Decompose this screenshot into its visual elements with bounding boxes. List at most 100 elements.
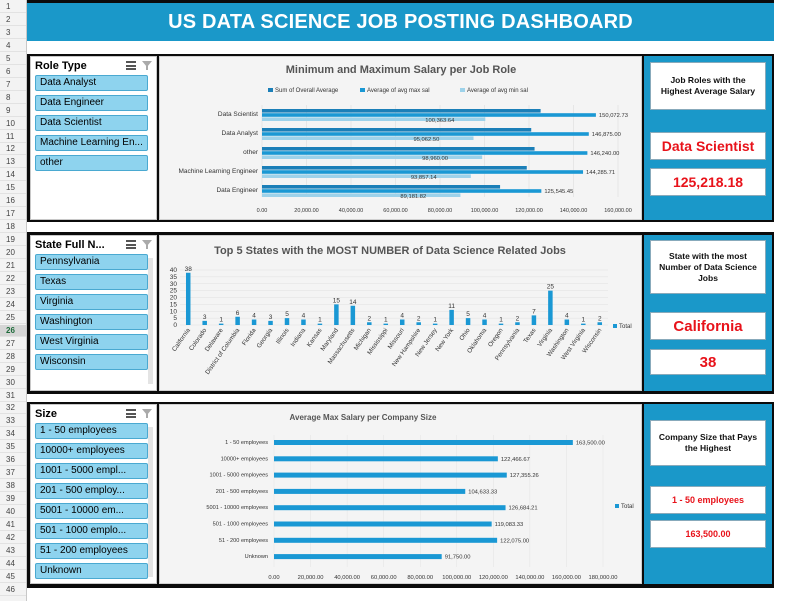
bar[interactable] xyxy=(564,319,570,326)
row-number[interactable]: 38 xyxy=(0,480,26,492)
slicer-item[interactable]: 51 - 200 employees xyxy=(35,543,148,559)
row-number[interactable]: 24 xyxy=(0,299,26,311)
row-number[interactable]: 6 xyxy=(0,66,26,78)
row-number[interactable]: 27 xyxy=(0,338,26,350)
row-number[interactable]: 39 xyxy=(0,493,26,505)
bar[interactable] xyxy=(262,185,501,189)
salary-by-role-chart[interactable]: Minimum and Maximum Salary per Job Role S… xyxy=(159,56,642,220)
slicer-item[interactable]: 501 - 1000 emplo... xyxy=(35,523,148,539)
bar[interactable] xyxy=(367,322,372,325)
slicer-item[interactable]: 1001 - 5000 empl... xyxy=(35,463,148,479)
bar[interactable] xyxy=(262,117,486,121)
bar[interactable] xyxy=(274,472,507,478)
row-number[interactable]: 5 xyxy=(0,53,26,65)
row-number[interactable]: 14 xyxy=(0,169,26,181)
bar[interactable] xyxy=(262,136,474,140)
row-number[interactable]: 35 xyxy=(0,441,26,453)
bar[interactable] xyxy=(218,323,224,325)
size-slicer[interactable]: Size 1 - 50 employees 10000+ employees 100… xyxy=(30,404,157,584)
bar[interactable] xyxy=(317,323,323,325)
row-number[interactable]: 21 xyxy=(0,260,26,272)
bar[interactable] xyxy=(597,322,603,325)
slicer-item[interactable]: Washington xyxy=(35,314,148,330)
row-number[interactable]: 46 xyxy=(0,584,26,596)
bar[interactable] xyxy=(202,320,207,325)
row-number[interactable]: 16 xyxy=(0,195,26,207)
row-number[interactable]: 4 xyxy=(0,40,26,52)
row-number[interactable]: 29 xyxy=(0,364,26,376)
row-number[interactable]: 28 xyxy=(0,351,26,363)
role-slicer[interactable]: Role Type Data Analyst Data Engineer Data … xyxy=(30,56,157,220)
row-number[interactable]: 10 xyxy=(0,118,26,130)
bar[interactable] xyxy=(251,319,257,326)
bar[interactable] xyxy=(262,109,541,113)
row-number[interactable]: 45 xyxy=(0,571,26,583)
bar[interactable] xyxy=(274,505,506,511)
size-slicer-scrollbar[interactable] xyxy=(148,427,153,577)
slicer-item[interactable]: 201 - 500 employ... xyxy=(35,483,148,499)
row-number[interactable]: 15 xyxy=(0,182,26,194)
bar[interactable] xyxy=(432,323,438,325)
bar[interactable] xyxy=(284,318,290,325)
bar[interactable] xyxy=(235,316,240,325)
bar[interactable] xyxy=(383,323,389,325)
bar[interactable] xyxy=(268,320,273,325)
slicer-item[interactable]: other xyxy=(35,155,148,171)
row-number[interactable]: 1 xyxy=(0,1,26,13)
bar[interactable] xyxy=(416,322,421,325)
row-number[interactable]: 17 xyxy=(0,208,26,220)
row-number[interactable]: 11 xyxy=(0,131,26,143)
bar[interactable] xyxy=(262,147,535,151)
row-number[interactable]: 36 xyxy=(0,454,26,466)
bar[interactable] xyxy=(262,155,483,159)
bar[interactable] xyxy=(581,323,586,325)
clear-filter-icon[interactable] xyxy=(142,61,152,71)
bar[interactable] xyxy=(262,113,596,117)
row-number[interactable]: 18 xyxy=(0,221,26,233)
bar[interactable] xyxy=(465,318,471,325)
bar[interactable] xyxy=(262,132,589,136)
slicer-item[interactable]: Data Scientist xyxy=(35,115,148,131)
bar[interactable] xyxy=(262,151,588,155)
bar[interactable] xyxy=(274,521,492,527)
bar[interactable] xyxy=(334,304,339,325)
slicer-item[interactable]: Virginia xyxy=(35,294,148,310)
row-number[interactable]: 34 xyxy=(0,428,26,440)
row-number[interactable]: 9 xyxy=(0,105,26,117)
bar[interactable] xyxy=(262,128,532,132)
bar[interactable] xyxy=(262,193,461,197)
bar[interactable] xyxy=(262,189,542,193)
row-number[interactable]: 40 xyxy=(0,506,26,518)
bar[interactable] xyxy=(531,315,537,325)
slicer-item[interactable]: Texas xyxy=(35,274,148,290)
row-number[interactable]: 22 xyxy=(0,273,26,285)
bar[interactable] xyxy=(482,319,487,326)
bar[interactable] xyxy=(274,456,498,462)
row-number[interactable]: 32 xyxy=(0,402,26,414)
slicer-item[interactable]: Wisconsin xyxy=(35,354,148,370)
multi-select-icon[interactable] xyxy=(126,61,136,70)
bar[interactable] xyxy=(185,272,191,325)
row-number[interactable]: 44 xyxy=(0,558,26,570)
row-number[interactable]: 8 xyxy=(0,92,26,104)
multi-select-icon[interactable] xyxy=(126,409,136,418)
bar[interactable] xyxy=(548,290,553,325)
bar[interactable] xyxy=(262,174,471,178)
slicer-item[interactable]: West Virginia xyxy=(35,334,148,350)
bar[interactable] xyxy=(449,309,454,325)
clear-filter-icon[interactable] xyxy=(142,240,152,250)
clear-filter-icon[interactable] xyxy=(142,409,152,419)
bar[interactable] xyxy=(399,319,405,326)
bar[interactable] xyxy=(274,537,498,543)
slicer-item[interactable]: Machine Learning En... xyxy=(35,135,148,151)
slicer-item[interactable]: Pennsylvania xyxy=(35,254,148,270)
row-number[interactable]: 20 xyxy=(0,247,26,259)
slicer-item[interactable]: Data Engineer xyxy=(35,95,148,111)
row-number[interactable]: 3 xyxy=(0,27,26,39)
row-number[interactable]: 42 xyxy=(0,532,26,544)
bar[interactable] xyxy=(350,305,356,325)
bar[interactable] xyxy=(262,170,584,174)
bar[interactable] xyxy=(515,322,520,325)
bar[interactable] xyxy=(274,440,573,445)
slicer-item[interactable]: 1 - 50 employees xyxy=(35,423,148,439)
